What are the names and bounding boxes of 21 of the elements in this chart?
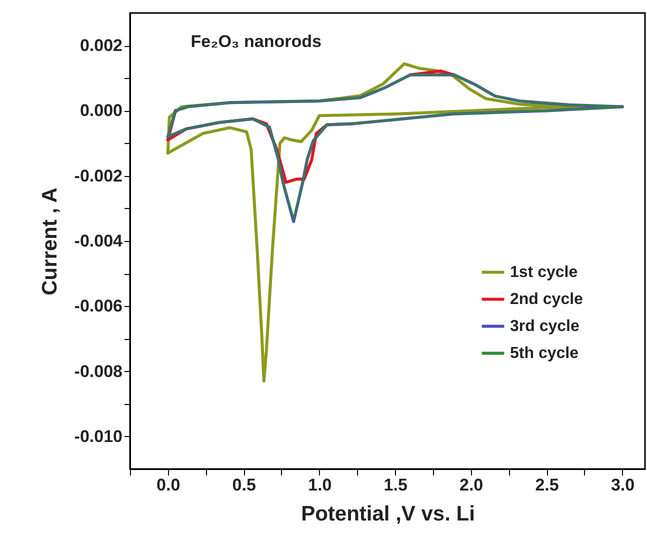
y-tick-label: -0.010 — [74, 426, 122, 446]
legend-label: 5th cycle — [510, 345, 579, 362]
x-axis-title: Potential ,V vs. Li — [301, 502, 475, 526]
legend-label: 3rd cycle — [510, 318, 580, 336]
legend-label: 2nd cycle — [510, 291, 584, 308]
x-tick-label: 1.0 — [308, 476, 332, 494]
text: Fe₂O₃ nanorods — [190, 32, 322, 51]
x-tick-label: 0.0 — [156, 476, 180, 494]
x-tick-label: 2.5 — [535, 476, 559, 494]
y-tick-label: -0.006 — [74, 296, 122, 316]
x-tick-label: 0.5 — [232, 476, 256, 494]
y-tick-label: -0.002 — [74, 166, 122, 186]
x-tick-label: 3.0 — [610, 476, 635, 494]
y-tick-label: 0.002 — [80, 36, 122, 56]
x-tick-label: 1.5 — [384, 476, 408, 494]
y-tick-label: -0.004 — [74, 232, 124, 250]
y-tick-label: 0.000 — [80, 101, 122, 120]
legend-label: 1st cycle — [510, 264, 578, 282]
y-tick-label: -0.008 — [74, 362, 122, 381]
y-axis-title: Current , A — [38, 188, 62, 296]
x-tick-label: 2.0 — [459, 476, 484, 494]
